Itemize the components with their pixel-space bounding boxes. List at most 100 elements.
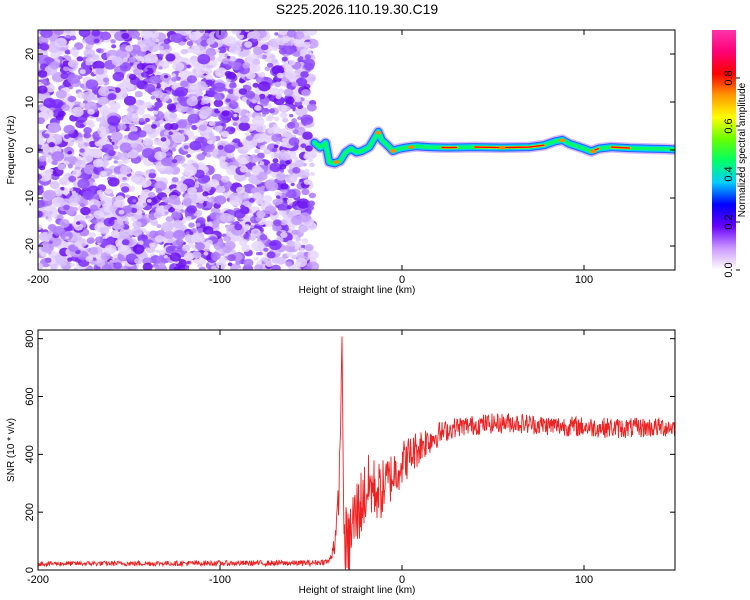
noise-blob <box>222 192 229 198</box>
noise-blob <box>129 126 138 133</box>
noise-blob <box>88 140 97 148</box>
noise-blob <box>77 137 84 142</box>
noise-blob <box>164 166 175 175</box>
noise-blob <box>76 56 84 62</box>
noise-blob <box>205 48 216 57</box>
noise-blob <box>227 262 233 267</box>
noise-blob <box>38 155 47 162</box>
noise-blob <box>284 70 297 80</box>
noise-blob <box>38 36 49 45</box>
spectrogram-x-label: Height of straight line (km) <box>299 285 416 296</box>
noise-blob <box>111 56 124 66</box>
noise-blob <box>132 199 137 203</box>
noise-blob <box>234 223 243 231</box>
noise-blob <box>52 170 57 174</box>
noise-blob <box>142 202 147 206</box>
noise-blob <box>256 210 266 218</box>
noise-blob <box>245 71 256 80</box>
noise-blob <box>282 189 288 194</box>
noise-blob <box>304 168 310 173</box>
noise-blob <box>107 100 116 107</box>
noise-blob <box>185 107 195 115</box>
noise-blob <box>272 158 279 164</box>
noise-blob <box>310 172 315 176</box>
noise-blob <box>295 106 308 117</box>
noise-blob <box>115 239 124 247</box>
snr-panel: -200 -100 0 100 0 200 400 600 800 Height of stra… <box>6 329 676 596</box>
noise-blob <box>48 236 62 247</box>
noise-blob <box>217 145 224 150</box>
noise-blob <box>116 49 128 59</box>
noise-blob <box>159 49 166 55</box>
chart-title: S225.2026.110.19.30.C19 <box>276 1 439 17</box>
noise-blob <box>186 97 198 107</box>
noise-blob <box>183 197 192 205</box>
noise-blob <box>79 102 86 108</box>
noise-blob <box>265 181 279 192</box>
noise-blob <box>87 217 92 222</box>
noise-blob <box>104 244 117 255</box>
noise-blob <box>239 166 249 173</box>
noise-blob <box>109 259 114 264</box>
noise-blob <box>155 177 162 182</box>
ridge-hotspot <box>333 160 340 164</box>
noise-blob <box>223 144 236 154</box>
noise-blob <box>92 193 101 200</box>
noise-blob <box>155 187 163 194</box>
noise-blob <box>256 172 268 181</box>
noise-blob <box>244 132 249 136</box>
noise-blob <box>213 82 226 92</box>
noise-blob <box>123 95 137 106</box>
noise-blob <box>61 104 70 111</box>
noise-blob <box>145 231 150 235</box>
colorbar-gradient <box>712 30 736 270</box>
noise-blob <box>113 145 119 150</box>
noise-blob <box>275 94 282 100</box>
noise-blob <box>229 194 237 201</box>
colorbar-tick-label: 0.4 <box>723 166 735 181</box>
noise-blob <box>171 159 178 164</box>
noise-blob <box>118 152 130 161</box>
noise-blob <box>256 152 265 159</box>
noise-blob <box>215 67 228 78</box>
noise-blob <box>269 87 280 96</box>
noise-blob <box>208 121 215 126</box>
noise-blob <box>260 185 265 190</box>
noise-blob <box>234 209 246 219</box>
noise-blob <box>103 217 115 227</box>
noise-blob <box>40 43 50 51</box>
noise-blob <box>85 35 98 45</box>
noise-blob <box>279 219 288 226</box>
noise-blob <box>143 68 148 72</box>
noise-blob <box>291 81 298 87</box>
noise-blob <box>63 160 70 165</box>
noise-blob <box>192 251 202 259</box>
noise-blob <box>278 88 285 94</box>
noise-blob <box>271 147 278 153</box>
noise-blob <box>91 30 101 37</box>
noise-blob <box>276 195 281 199</box>
noise-blob <box>50 61 60 70</box>
noise-blob <box>63 124 75 134</box>
noise-blob <box>83 48 96 59</box>
noise-blob <box>38 117 45 125</box>
noise-blob <box>180 130 185 134</box>
noise-blob <box>239 115 250 124</box>
noise-blob <box>134 170 143 178</box>
noise-blob <box>227 89 232 93</box>
noise-blob <box>68 85 73 90</box>
noise-blob <box>177 120 184 126</box>
x-tick-label: 100 <box>575 274 593 286</box>
noise-blob <box>163 74 169 79</box>
noise-blob <box>154 262 159 267</box>
noise-blob <box>153 106 159 112</box>
noise-blob <box>285 160 291 165</box>
noise-blob <box>290 225 296 230</box>
noise-blob <box>107 115 121 126</box>
noise-blob <box>38 224 43 230</box>
noise-blob <box>38 262 44 270</box>
ridge-hotspot <box>590 149 597 154</box>
ridge-hotspot <box>499 145 506 150</box>
noise-blob <box>268 108 275 114</box>
noise-blob <box>154 38 160 43</box>
